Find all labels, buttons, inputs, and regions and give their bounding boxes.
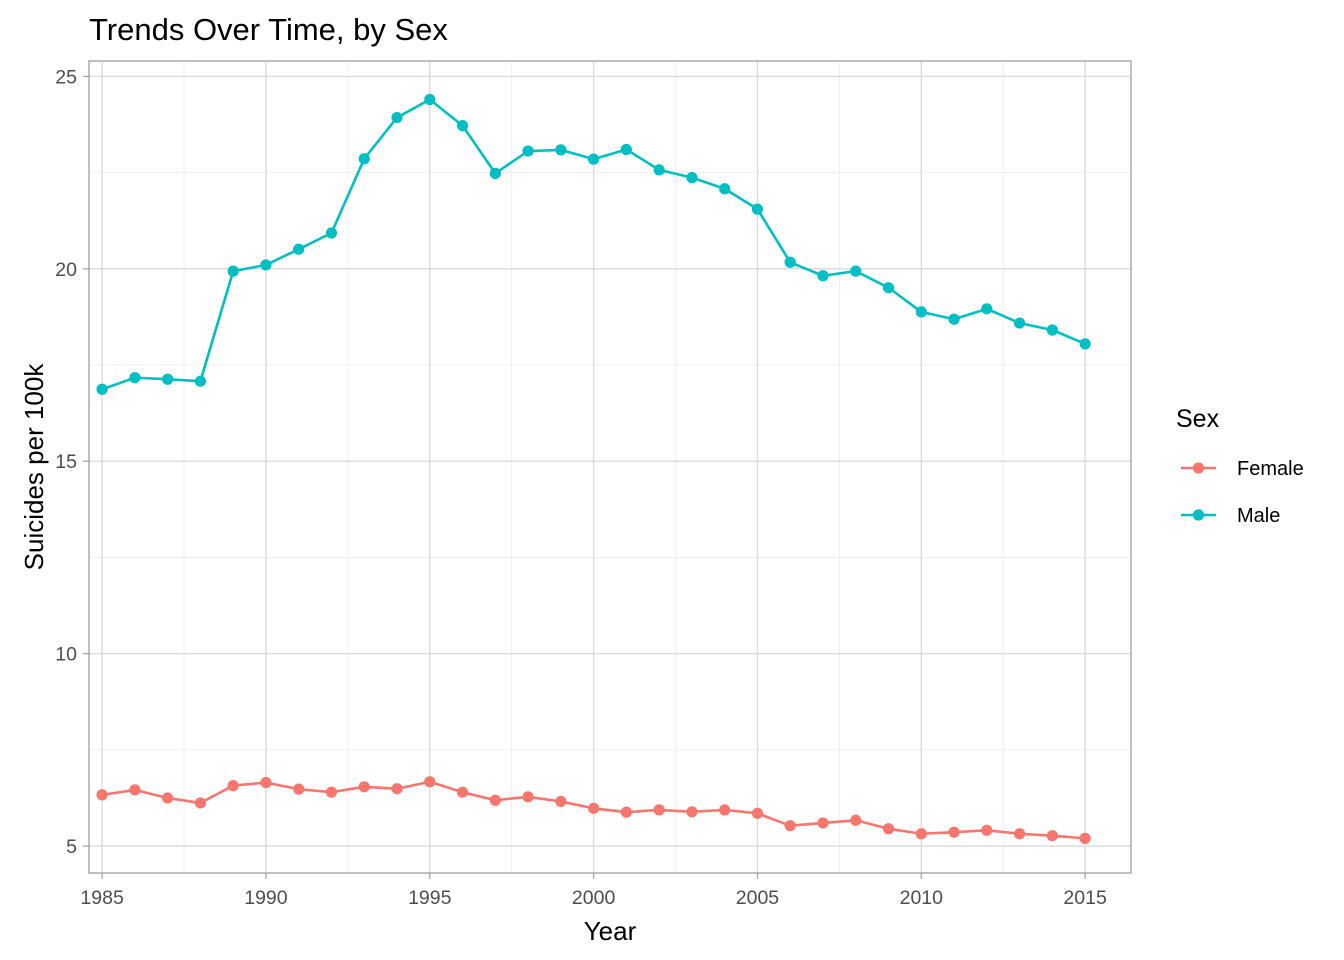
data-point-female bbox=[751, 807, 764, 819]
data-point-female bbox=[260, 776, 272, 789]
plot-panel-border bbox=[88, 60, 1132, 874]
legend-label: Female bbox=[1237, 458, 1304, 480]
data-point-female bbox=[1046, 830, 1058, 842]
data-point-female bbox=[293, 783, 305, 795]
data-point-male bbox=[719, 183, 731, 195]
legend: Sex Female Male bbox=[1176, 405, 1304, 527]
data-point-male bbox=[981, 303, 993, 315]
y-tick-label: 20 bbox=[55, 259, 77, 281]
data-point-female bbox=[162, 792, 174, 804]
data-point-male bbox=[260, 259, 272, 271]
data-point-male bbox=[129, 372, 141, 384]
data-point-female bbox=[850, 814, 862, 826]
data-point-male bbox=[948, 313, 960, 325]
data-point-female bbox=[522, 791, 534, 803]
data-point-female bbox=[358, 781, 370, 793]
y-axis-title: Suicides per 100k bbox=[19, 363, 49, 571]
data-point-female bbox=[129, 784, 141, 796]
data-point-male bbox=[850, 265, 862, 277]
data-point-female bbox=[882, 823, 895, 835]
data-point-male bbox=[522, 145, 534, 157]
data-point-female bbox=[653, 804, 665, 816]
data-point-male bbox=[456, 120, 469, 132]
data-point-female bbox=[588, 802, 600, 814]
data-point-male bbox=[293, 243, 305, 255]
data-point-female bbox=[784, 820, 796, 832]
data-point-female bbox=[325, 786, 338, 798]
x-axis: 1985 1990 1995 2000 2005 2010 2015 bbox=[80, 873, 1107, 909]
x-tick-label: 1995 bbox=[408, 887, 452, 909]
data-point-male bbox=[489, 167, 501, 179]
data-point-male bbox=[588, 153, 600, 165]
data-point-male bbox=[915, 306, 927, 318]
x-tick-label: 1985 bbox=[80, 887, 124, 909]
x-axis-title: Year bbox=[584, 916, 637, 946]
data-point-male bbox=[424, 93, 436, 106]
data-point-male bbox=[194, 375, 207, 387]
data-point-female bbox=[555, 795, 567, 808]
data-point-female bbox=[96, 789, 108, 801]
data-point-female bbox=[620, 806, 632, 818]
data-point-male bbox=[784, 256, 796, 268]
data-point-female bbox=[424, 776, 436, 788]
x-tick-label: 2015 bbox=[1063, 887, 1107, 909]
y-tick-label: 5 bbox=[66, 836, 77, 858]
series-layer bbox=[96, 93, 1091, 844]
data-point-male bbox=[751, 203, 764, 215]
data-point-male bbox=[162, 373, 174, 385]
y-tick-label: 15 bbox=[55, 451, 77, 473]
data-point-female bbox=[489, 794, 501, 806]
data-point-male bbox=[882, 282, 895, 294]
data-point-male bbox=[1013, 317, 1026, 329]
data-point-male bbox=[686, 172, 698, 184]
data-point-female bbox=[391, 783, 403, 795]
data-point-female bbox=[1079, 832, 1091, 844]
legend-item-male: Male bbox=[1181, 505, 1280, 527]
x-tick-label: 2010 bbox=[900, 887, 944, 909]
data-point-male bbox=[391, 111, 403, 124]
series-male bbox=[96, 93, 1091, 395]
y-axis: 5 10 15 20 25 bbox=[55, 66, 89, 858]
legend-item-female: Female bbox=[1181, 458, 1304, 480]
data-point-male bbox=[227, 265, 239, 277]
data-point-female bbox=[948, 826, 960, 838]
x-tick-label: 1990 bbox=[244, 887, 288, 909]
data-point-male bbox=[653, 164, 665, 176]
data-point-male bbox=[1079, 338, 1091, 350]
data-point-female bbox=[817, 817, 829, 829]
legend-key-point bbox=[1192, 462, 1205, 474]
data-point-female bbox=[719, 804, 731, 816]
x-tick-label: 2005 bbox=[736, 887, 780, 909]
data-point-female bbox=[194, 797, 207, 809]
data-point-male bbox=[817, 270, 829, 282]
data-point-male bbox=[1046, 324, 1058, 336]
legend-title: Sex bbox=[1176, 405, 1220, 433]
data-point-female bbox=[915, 828, 927, 840]
data-point-female bbox=[227, 780, 239, 792]
data-point-female bbox=[686, 806, 698, 818]
chart-title: Trends Over Time, by Sex bbox=[89, 12, 448, 47]
data-point-female bbox=[456, 786, 469, 798]
data-point-male bbox=[358, 153, 370, 165]
series-female bbox=[96, 776, 1091, 844]
legend-label: Male bbox=[1237, 505, 1280, 527]
y-tick-label: 25 bbox=[55, 66, 77, 88]
data-point-male bbox=[620, 143, 632, 156]
y-tick-label: 10 bbox=[55, 644, 77, 666]
grid bbox=[89, 61, 1131, 873]
data-point-female bbox=[981, 824, 993, 836]
legend-key-point bbox=[1192, 509, 1205, 521]
data-point-male bbox=[96, 383, 108, 395]
x-tick-label: 2000 bbox=[572, 887, 616, 909]
data-point-male bbox=[325, 227, 338, 239]
data-point-female bbox=[1013, 828, 1026, 840]
data-point-male bbox=[555, 144, 567, 156]
